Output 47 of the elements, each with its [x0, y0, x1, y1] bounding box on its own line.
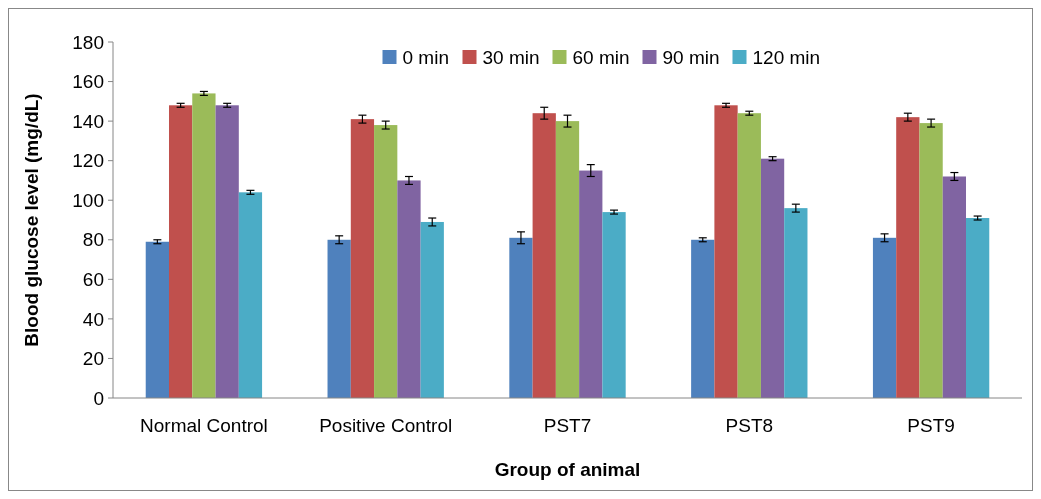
y-tick-label: 120 [72, 150, 104, 172]
x-tick-label: PST9 [907, 415, 955, 436]
x-tick-label: PST7 [543, 415, 592, 436]
bar [532, 113, 556, 398]
x-tick-label: PST8 [725, 415, 774, 436]
legend-label: 0 min [402, 46, 449, 68]
x-tick-label: Positive Control [319, 415, 453, 436]
bar [397, 180, 421, 398]
bar [602, 212, 626, 398]
bar [238, 192, 263, 398]
y-tick-label: 20 [82, 348, 104, 370]
bar [420, 221, 444, 398]
bar [919, 123, 943, 398]
bar [509, 237, 533, 398]
bar [691, 239, 715, 398]
bar [215, 105, 239, 398]
bar [374, 125, 398, 398]
bar [966, 218, 990, 398]
bar [872, 237, 897, 398]
bar [192, 93, 216, 398]
bar [145, 241, 169, 398]
y-tick-label: 60 [82, 268, 104, 290]
y-axis-title: Blood glucose level (mg/dL) [21, 93, 42, 347]
legend-label: 30 min [482, 46, 540, 68]
y-tick-label: 160 [72, 71, 104, 93]
legend-label: 90 min [662, 46, 720, 68]
bar [350, 119, 375, 398]
bar [737, 113, 761, 398]
y-tick-label: 80 [82, 229, 104, 251]
bar [760, 158, 785, 398]
x-tick-label: Normal Control [140, 415, 268, 436]
y-tick-label: 0 [93, 387, 104, 409]
legend-label: 60 min [572, 46, 630, 68]
bar [714, 105, 738, 398]
y-tick-label: 180 [72, 31, 104, 53]
bar [168, 105, 193, 398]
y-tick-label: 100 [72, 189, 104, 211]
bar [896, 117, 920, 398]
bar [327, 239, 351, 398]
bar [784, 208, 808, 398]
x-axis-title: Group of animal [494, 459, 641, 480]
legend-label: 120 min [752, 46, 821, 68]
bar [942, 176, 967, 398]
bar [555, 121, 580, 398]
bar [579, 170, 603, 398]
y-tick-label: 40 [82, 308, 104, 330]
y-tick-label: 140 [72, 110, 104, 132]
